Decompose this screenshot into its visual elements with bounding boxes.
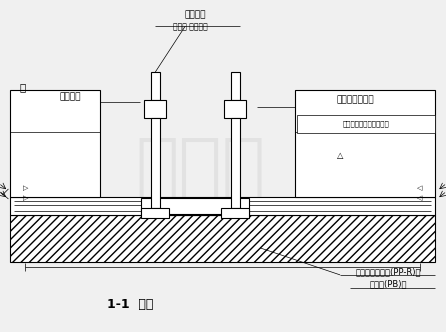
Bar [221, 208, 249, 218]
Bar [231, 118, 240, 208]
Bar [151, 72, 160, 100]
Text: www.zhulong.com: www.zhulong.com [125, 201, 276, 219]
Bar [141, 208, 169, 218]
Bar [10, 215, 435, 262]
Text: 管件箱管: 管件箱管 [185, 11, 206, 20]
Bar [10, 90, 100, 197]
Text: 1-1  剖面: 1-1 剖面 [107, 298, 153, 311]
Text: 墙: 墙 [19, 82, 25, 92]
Bar [224, 100, 246, 118]
Text: ◁: ◁ [417, 185, 423, 191]
Text: 螺丁板(PB)管: 螺丁板(PB)管 [369, 280, 407, 289]
Bar [10, 197, 435, 215]
Text: ▷: ▷ [23, 195, 28, 201]
Bar [145, 100, 166, 118]
Text: ▷: ▷ [23, 185, 28, 191]
Text: （通过管管线安装工期）: （通过管管线安装工期） [343, 121, 389, 127]
Text: 筑龙網: 筑龙網 [135, 135, 265, 205]
Text: △: △ [337, 150, 343, 159]
Text: 内螺纹头: 内螺纹头 [60, 93, 81, 102]
Text: （管材 断续线）: （管材 断续线） [173, 23, 208, 32]
Bar [151, 118, 160, 208]
Text: ◁: ◁ [417, 195, 423, 201]
Text: 管件内螺纹三通: 管件内螺纹三通 [336, 96, 374, 105]
Text: 无缝共聚聚丙烯(PP-R)管: 无缝共聚聚丙烯(PP-R)管 [355, 267, 421, 277]
Bar [231, 72, 240, 100]
Bar [295, 90, 435, 197]
Bar [297, 115, 435, 133]
Bar [141, 198, 249, 214]
